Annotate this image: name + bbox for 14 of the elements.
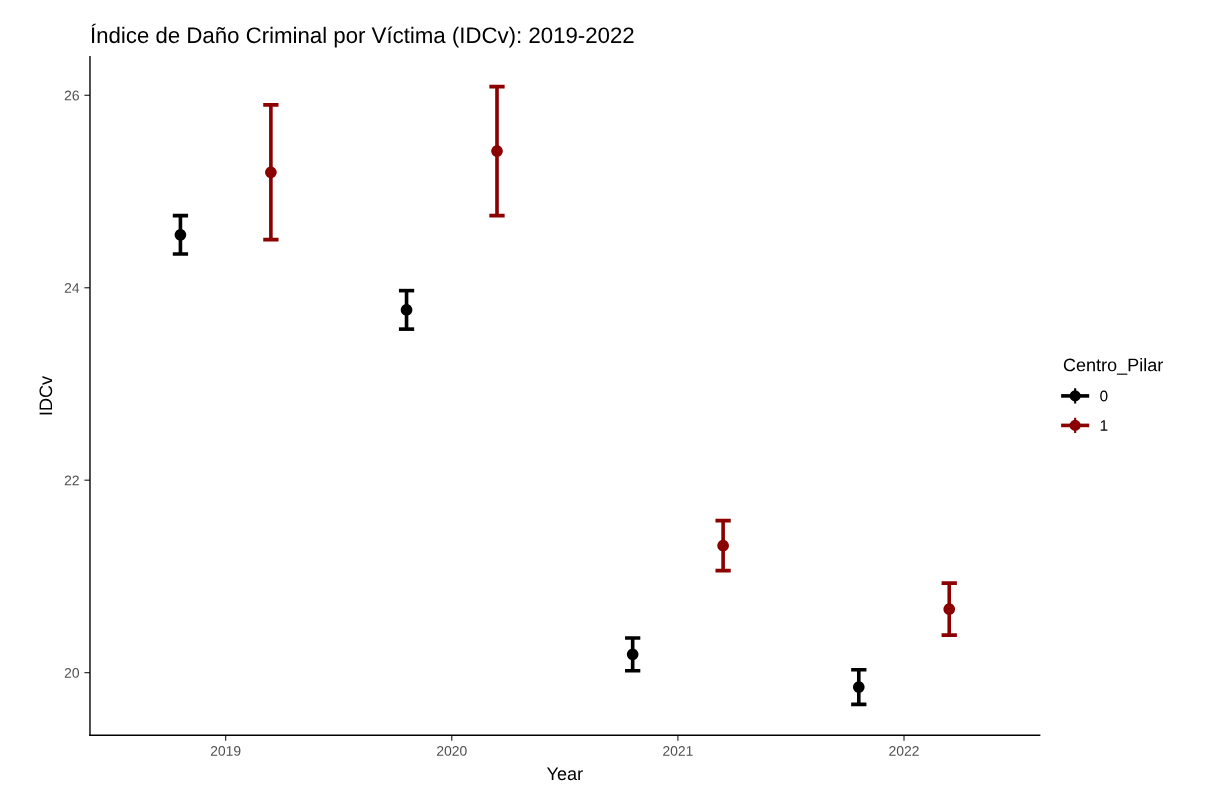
x-tick-label: 2020 bbox=[437, 745, 467, 756]
x-axis-title: Year bbox=[546, 767, 583, 781]
y-tick-label: 22 bbox=[64, 475, 79, 486]
y-tick-label: 20 bbox=[64, 667, 80, 678]
legend-label: 0 bbox=[1100, 390, 1108, 402]
x-tick-label: 2022 bbox=[889, 745, 919, 756]
x-tick-label: 2021 bbox=[663, 745, 693, 756]
y-tick-label: 26 bbox=[64, 90, 79, 101]
legend-label: 1 bbox=[1100, 420, 1108, 431]
y-axis-title: IDCv bbox=[39, 376, 53, 415]
legend-title: Centro_Pilar bbox=[1063, 358, 1163, 375]
x-tick-label: 2019 bbox=[210, 745, 241, 756]
chart-title: Índice de Daño Criminal por Víctima (IDCv): 2019-2022 bbox=[91, 23, 634, 48]
y-tick-label: 24 bbox=[64, 283, 80, 293]
